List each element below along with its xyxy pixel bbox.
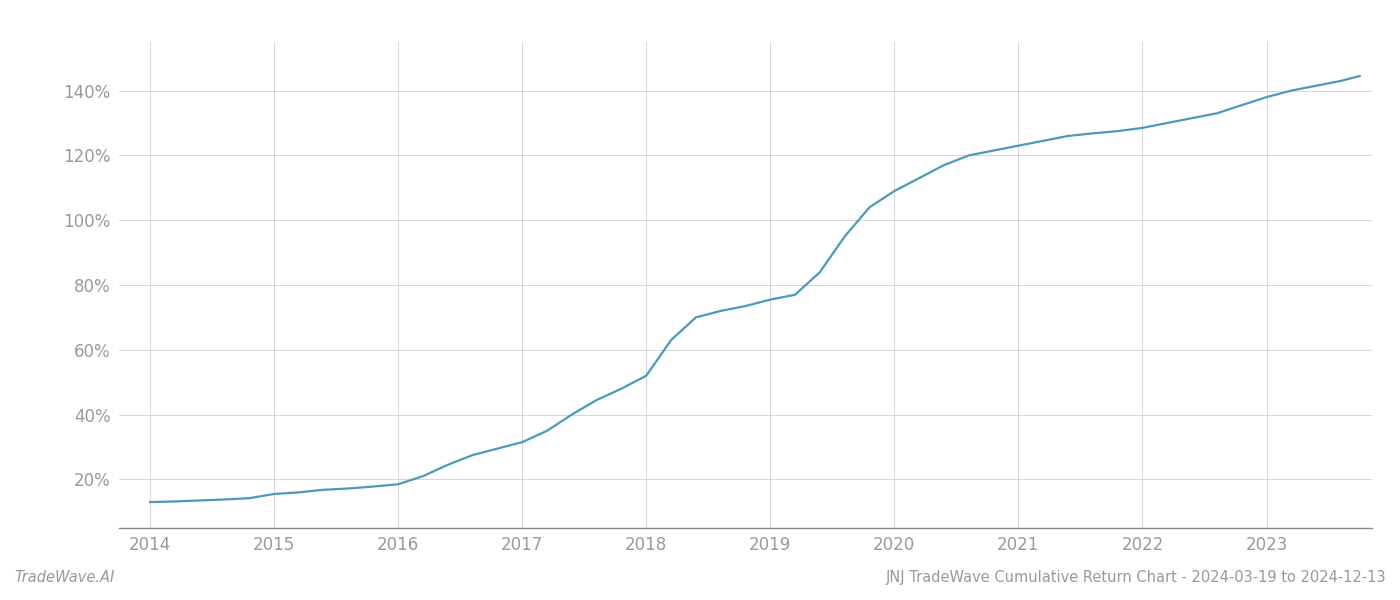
Text: TradeWave.AI: TradeWave.AI [14,570,115,585]
Text: JNJ TradeWave Cumulative Return Chart - 2024-03-19 to 2024-12-13: JNJ TradeWave Cumulative Return Chart - … [885,570,1386,585]
